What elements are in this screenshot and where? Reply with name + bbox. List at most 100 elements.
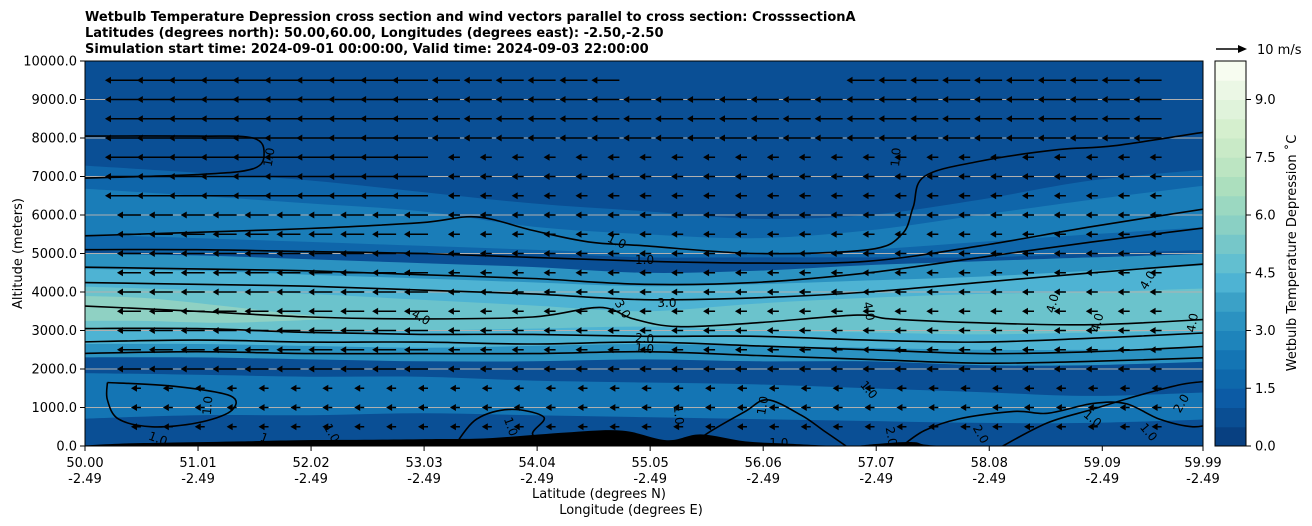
wind-vector-479: [926, 211, 939, 219]
wind-vector-375: [718, 96, 747, 103]
wind-vector-407: [798, 173, 811, 180]
wind-vector-205: [431, 134, 460, 142]
contour-lines: [85, 131, 1203, 446]
wind-vector-38: [194, 423, 205, 431]
wind-vector-524: [974, 76, 1003, 84]
x-tick-label-lon-6: -2.49: [746, 472, 780, 487]
wind-vector-16: [104, 115, 141, 123]
wind-vector-612: [1149, 211, 1162, 219]
wind-vector-481: [926, 173, 939, 180]
wind-vector-287: [609, 384, 620, 392]
wind-vector-96: [290, 404, 301, 411]
colorbar-swatch-18: [1215, 80, 1246, 100]
x-tick-label-lon-2: -2.49: [294, 472, 328, 487]
wind-vector-361: [734, 365, 747, 373]
wind-vector-490: [958, 365, 971, 373]
wind-vector-265: [527, 76, 556, 84]
y-tick-label-4: 4000.0: [32, 286, 78, 301]
wind-vector-242: [511, 153, 524, 161]
wind-vector-137: [340, 346, 365, 354]
wind-vector-258: [543, 211, 556, 219]
wind-vector-488: [960, 404, 971, 411]
wind-vector-404: [798, 230, 811, 238]
wind-vector-210: [481, 404, 492, 411]
wind-vector-419: [830, 288, 843, 296]
wind-vector-446: [846, 115, 875, 123]
wind-vector-470: [928, 384, 939, 392]
wind-vector-368: [734, 230, 747, 238]
wind-vector-33: [136, 153, 173, 161]
wind-vector-587: [1117, 327, 1130, 334]
wind-vector-102: [276, 288, 301, 296]
contour-label-17: 1: [258, 430, 270, 446]
wind-vector-399: [798, 327, 811, 334]
wind-vector-9: [116, 250, 141, 257]
y-axis-label: Altitude (meters): [11, 198, 26, 309]
contour-label-6: 2.0: [634, 331, 654, 347]
wind-vector-86: [244, 230, 269, 238]
wind-vector-383: [766, 288, 779, 296]
wind-vector-523: [974, 96, 1003, 103]
colorbar-swatch-2: [1215, 388, 1246, 408]
wind-vector-173: [418, 384, 429, 392]
wind-vector-221: [479, 192, 492, 200]
wind-vector-83: [244, 288, 269, 296]
wind-vector-493: [958, 307, 971, 315]
wind-vector-93: [232, 96, 269, 103]
wind-vector-272: [575, 307, 588, 315]
wind-vector-478: [926, 230, 939, 238]
wind-vector-438: [862, 269, 875, 277]
wind-vector-467: [878, 76, 907, 84]
wind-vector-393: [750, 96, 779, 103]
y-tick-label-5: 5000.0: [32, 247, 78, 262]
wind-vector-122: [308, 269, 333, 277]
wind-vector-526: [1024, 404, 1035, 411]
wind-vector-534: [1022, 250, 1035, 257]
contour-label-9: 4.0: [1043, 292, 1061, 314]
contour-1-mid: [85, 208, 1203, 265]
wind-vector-292: [607, 288, 620, 296]
wind-vector-299: [607, 153, 620, 161]
wind-vector-250: [543, 365, 556, 373]
wind-vector-176: [404, 327, 429, 334]
wind-vector-22: [148, 365, 173, 373]
wind-vector-441: [862, 211, 875, 219]
wind-vector-262: [527, 134, 556, 142]
wind-vector-301: [591, 115, 620, 123]
wind-vector-279: [575, 173, 588, 180]
wind-vector-194: [447, 346, 460, 354]
contour-3-upper: [85, 263, 1203, 301]
wind-vector-284: [559, 76, 588, 84]
contour-3-lower: [85, 327, 1203, 343]
colorbar-swatch-16: [1215, 118, 1246, 139]
wind-vector-282: [559, 115, 588, 123]
x-tick-label-lat-2: 52.02: [292, 456, 329, 471]
x-axis: 50.00-2.4951.01-2.4952.02-2.4953.03-2.49…: [66, 446, 1222, 487]
wind-vector-21: [162, 384, 173, 392]
wind-vector-400: [798, 307, 811, 315]
wind-vector-246: [495, 76, 524, 84]
wind-vector-453: [894, 346, 907, 354]
wind-vector-508: [992, 384, 1003, 392]
wind-vector-11: [116, 211, 141, 219]
wind-vector-593: [1117, 211, 1130, 219]
wind-key: 10 m/s: [1216, 43, 1302, 58]
wind-vector-388: [766, 192, 779, 200]
wind-vector-565: [1087, 384, 1098, 392]
colorbar-swatch-9: [1215, 253, 1246, 274]
wind-vector-288: [607, 365, 620, 373]
wind-vector-501: [958, 153, 971, 161]
wind-vector-580: [1069, 96, 1098, 103]
wind-vector-213: [479, 346, 492, 354]
wind-vector-206: [431, 115, 460, 123]
colorbar-frame: [1214, 60, 1247, 447]
wind-vector-403: [798, 250, 811, 257]
x-tick-label-lat-8: 58.08: [971, 456, 1008, 471]
wind-vector-428: [814, 115, 843, 123]
wind-vector-376: [768, 423, 779, 431]
x-tick-label-lon-5: -2.49: [633, 472, 667, 487]
wind-vector-277: [575, 211, 588, 219]
wind-vector-572: [1085, 250, 1098, 257]
wind-vector-507: [992, 404, 1003, 411]
wind-vector-178: [404, 288, 429, 296]
